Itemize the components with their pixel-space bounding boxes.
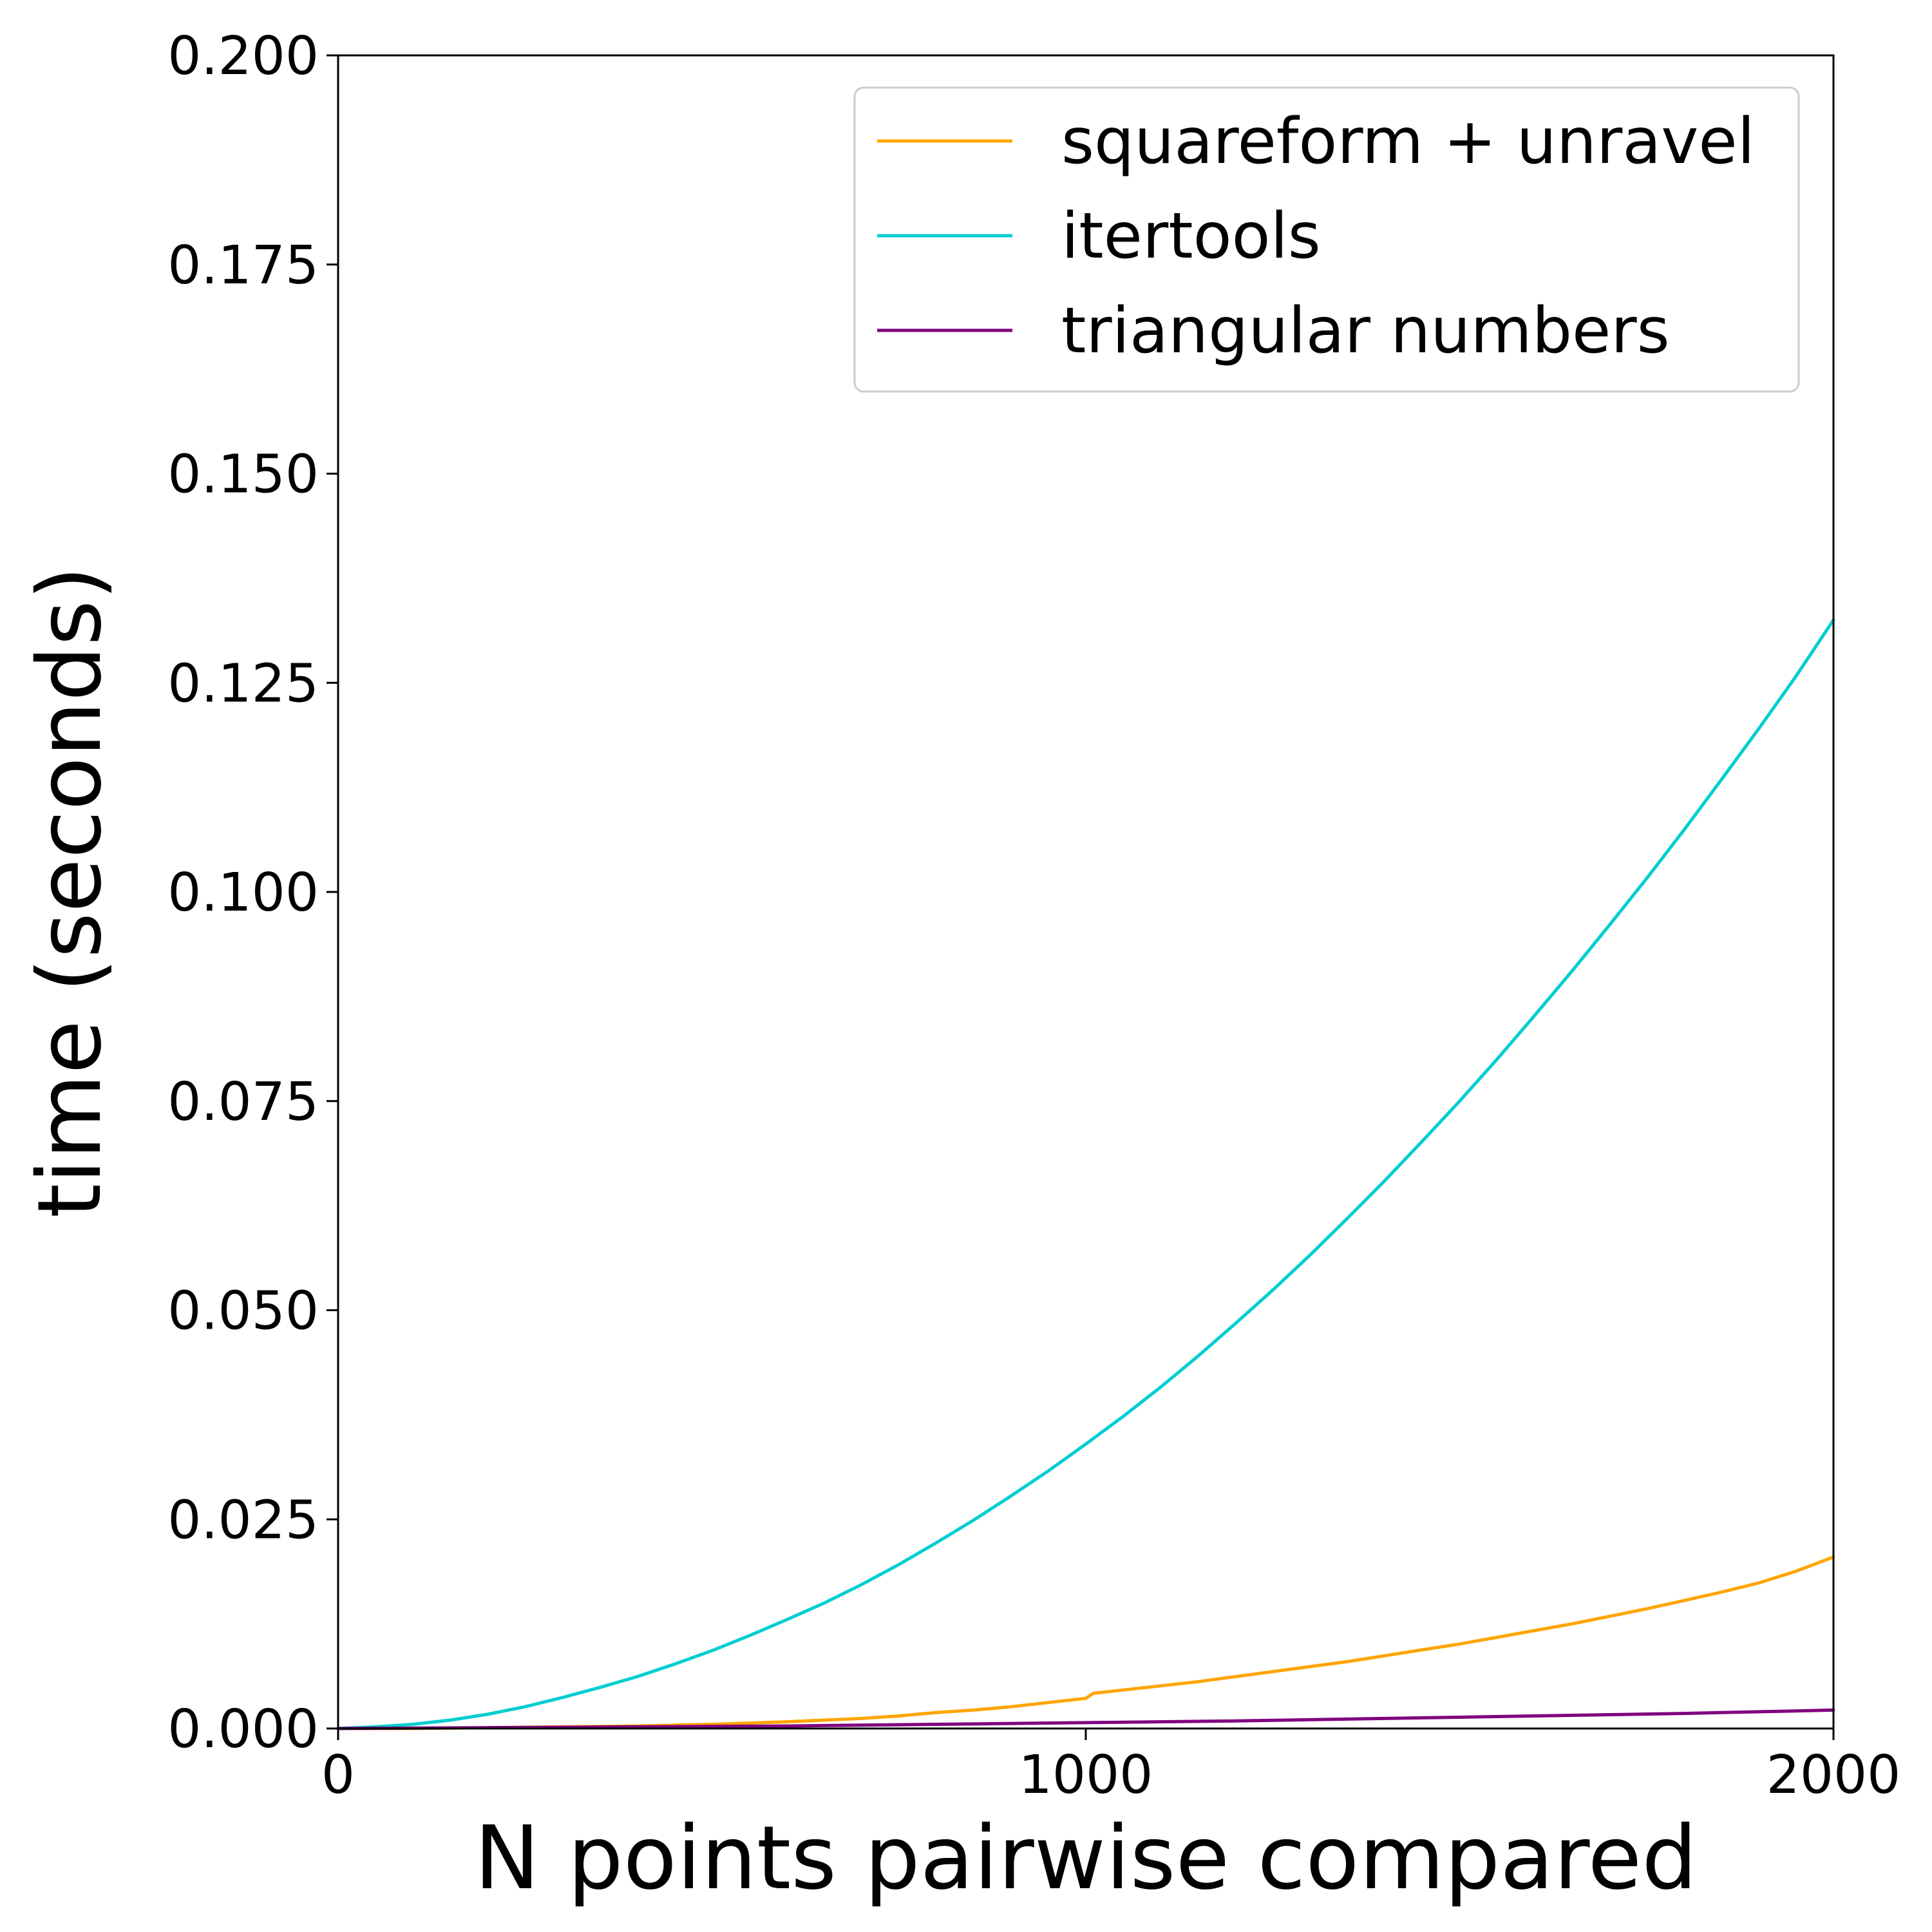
y-axis-title: time (seconds) — [19, 566, 121, 1218]
x-axis-title: N points pairwise compared — [474, 1808, 1697, 1909]
legend-label-itertools: itertools — [1061, 200, 1321, 273]
x-axis: 0 1000 2000 — [321, 1728, 1900, 1806]
y-tick-label: 0.100 — [167, 862, 319, 923]
legend-label-triangular: triangular numbers — [1061, 294, 1670, 368]
legend-label-squareform: squareform + unravel — [1061, 105, 1755, 178]
y-tick-label: 0.125 — [167, 653, 319, 714]
y-axis: 0.000 0.025 0.050 0.075 0.100 0.125 0.150 0.175… — [167, 26, 338, 1760]
y-tick-label: 0.200 — [167, 26, 319, 87]
series-line-triangular-numbers — [336, 1708, 1835, 1730]
legend: squareform + unravel itertools triangula… — [853, 86, 1800, 393]
y-tick-label: 0.025 — [167, 1490, 319, 1551]
x-tick-label: 1000 — [1019, 1745, 1153, 1806]
y-tick-label: 0.050 — [167, 1281, 319, 1342]
series-line-itertools — [336, 618, 1835, 1730]
series-line-squareform-unravel — [336, 1555, 1835, 1730]
y-tick-label: 0.150 — [167, 444, 319, 506]
y-tick-label: 0.000 — [167, 1699, 319, 1760]
series-layer — [336, 618, 1835, 1730]
y-tick-label: 0.075 — [167, 1072, 319, 1133]
x-tick-label: 0 — [321, 1745, 355, 1806]
legend-box — [853, 86, 1800, 393]
y-tick-label: 0.175 — [167, 235, 319, 296]
x-tick-label: 2000 — [1766, 1745, 1901, 1806]
